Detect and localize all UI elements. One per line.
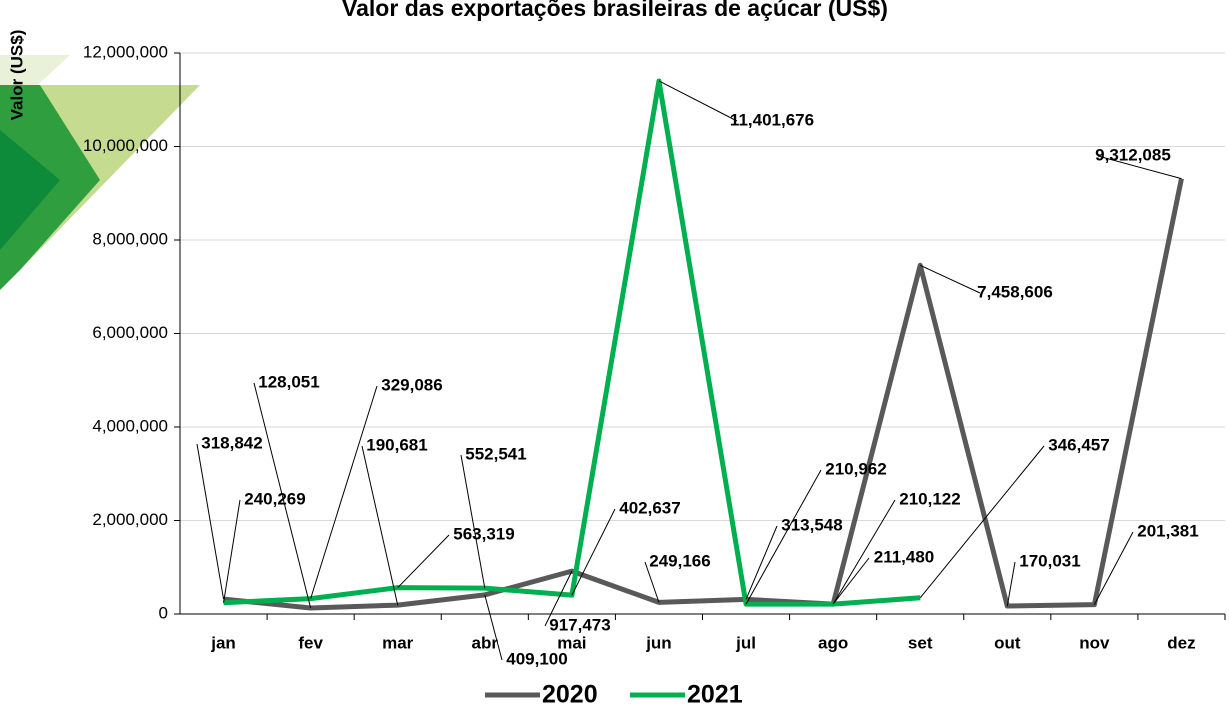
data-label: 346,457 xyxy=(1048,435,1109,454)
x-tick-label: set xyxy=(908,633,933,652)
leader-line xyxy=(362,446,398,605)
data-label: 402,637 xyxy=(619,498,680,517)
data-label: 552,541 xyxy=(465,444,526,463)
leader-line xyxy=(398,535,449,588)
leader-line xyxy=(920,265,980,293)
data-label: 409,100 xyxy=(506,649,567,668)
x-tick-label: fev xyxy=(298,633,323,652)
x-tick-label: dez xyxy=(1167,633,1195,652)
data-label: 917,473 xyxy=(549,615,610,634)
data-label: 211,480 xyxy=(874,547,935,566)
data-label: 7,458,606 xyxy=(977,282,1053,301)
data-label: 563,319 xyxy=(453,524,514,543)
leader-line xyxy=(311,386,377,599)
data-label: 201,381 xyxy=(1137,521,1198,540)
leader-line xyxy=(461,455,485,588)
leader-line xyxy=(746,526,777,599)
leader-line xyxy=(197,444,224,599)
leader-line xyxy=(224,500,240,603)
data-label: 170,031 xyxy=(1019,551,1080,570)
data-label: 9,312,085 xyxy=(1095,145,1171,164)
data-label: 11,401,676 xyxy=(730,110,814,129)
y-tick-label: 2,000,000 xyxy=(92,510,168,529)
x-tick-label: jul xyxy=(735,633,756,652)
data-label: 329,086 xyxy=(381,375,442,394)
y-tick-label: 0 xyxy=(159,603,168,622)
data-label: 190,681 xyxy=(366,435,427,454)
y-tick-label: 8,000,000 xyxy=(92,229,168,248)
y-tick-label: 10,000,000 xyxy=(83,136,168,155)
leader-line xyxy=(1007,562,1015,606)
series-line xyxy=(224,179,1182,608)
data-label: 128,051 xyxy=(258,372,319,391)
data-label: 210,962 xyxy=(825,459,886,478)
x-tick-label: mar xyxy=(382,633,414,652)
chart: Valor das exportações brasileiras de açú… xyxy=(0,0,1229,714)
data-label: 249,166 xyxy=(649,551,710,570)
data-label: 240,269 xyxy=(244,489,305,508)
leader-line xyxy=(920,446,1044,598)
x-tick-label: out xyxy=(994,633,1021,652)
data-label: 210,122 xyxy=(899,489,960,508)
x-tick-label: ago xyxy=(818,633,848,652)
y-tick-label: 6,000,000 xyxy=(92,323,168,342)
y-axis-label: Valor (US$) xyxy=(7,30,26,121)
y-tick-label: 4,000,000 xyxy=(92,416,168,435)
x-tick-label: jan xyxy=(210,633,236,652)
chart-title: Valor das exportações brasileiras de açú… xyxy=(342,0,888,21)
x-tick-label: abr xyxy=(472,633,499,652)
x-tick-label: nov xyxy=(1079,633,1110,652)
leader-line xyxy=(659,81,737,121)
legend-label: 2021 xyxy=(687,681,743,709)
data-label: 318,842 xyxy=(201,433,262,452)
leader-line xyxy=(746,470,821,604)
legend-label: 2020 xyxy=(542,681,598,709)
y-tick-label: 12,000,000 xyxy=(83,42,168,61)
x-tick-label: jun xyxy=(645,633,672,652)
